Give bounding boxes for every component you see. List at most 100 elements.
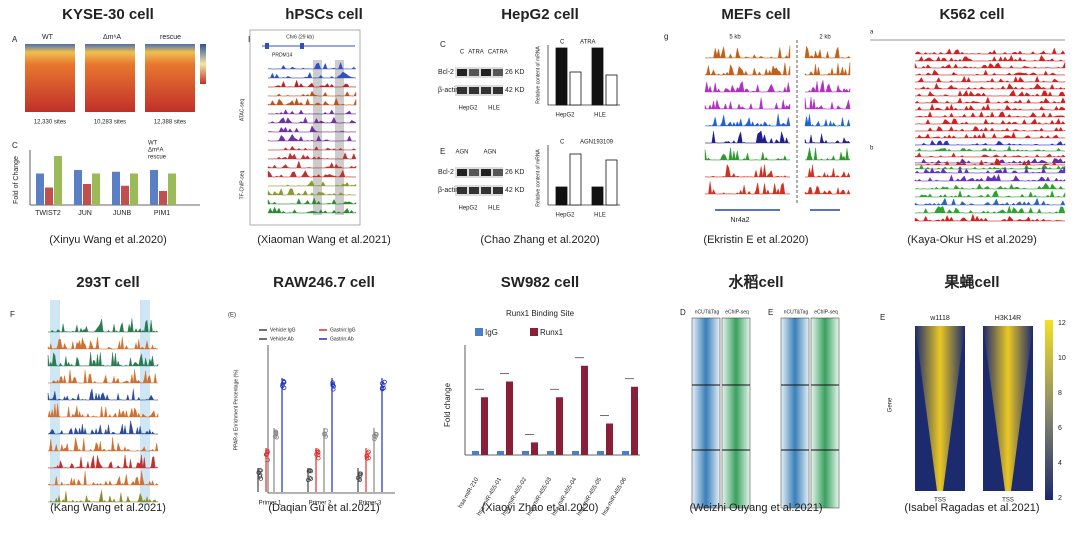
signal-track bbox=[267, 97, 357, 106]
blot-band bbox=[469, 187, 479, 194]
bar-decor bbox=[150, 170, 158, 205]
signal-track bbox=[267, 133, 356, 142]
signal-track bbox=[914, 213, 1065, 222]
panel-label: rescue bbox=[148, 155, 167, 161]
signal-track bbox=[804, 114, 851, 127]
bar-decor bbox=[555, 186, 568, 206]
signal-track bbox=[804, 96, 851, 110]
panel-label: w1118 bbox=[929, 315, 950, 322]
panel-label: β-actin bbox=[438, 187, 459, 194]
panel-label: 26 KD bbox=[505, 69, 524, 76]
bar-decor bbox=[506, 381, 513, 455]
panel-label: H3K14R bbox=[995, 315, 1021, 322]
panel-label: HLE bbox=[488, 106, 500, 112]
signal-track bbox=[704, 113, 791, 127]
signal-track bbox=[914, 164, 1066, 170]
dot-decor bbox=[364, 456, 370, 461]
signal-track bbox=[914, 158, 1066, 166]
heatmap bbox=[691, 317, 721, 509]
signal-track bbox=[267, 125, 357, 133]
panel-label: g bbox=[664, 32, 668, 41]
panel-label: 4 bbox=[1058, 460, 1062, 467]
bar-decor bbox=[606, 423, 613, 455]
signal-track bbox=[267, 160, 357, 169]
dot-decor bbox=[323, 428, 329, 433]
panel-label: 42 KD bbox=[505, 87, 524, 94]
heatmap bbox=[810, 317, 840, 509]
panel-label: 12,388 sites bbox=[154, 120, 186, 126]
bar-decor bbox=[569, 71, 582, 106]
panel-label: HLE bbox=[594, 113, 606, 119]
bar-decor bbox=[569, 153, 582, 206]
panel-title: KYSE-30 cell bbox=[62, 6, 154, 23]
panel-label: AGN bbox=[483, 150, 496, 156]
signal-track bbox=[914, 145, 1066, 152]
panel-label: C bbox=[460, 50, 465, 56]
panel-label: HepG2 bbox=[555, 113, 575, 119]
dot-decor bbox=[330, 383, 335, 388]
bar-decor bbox=[555, 47, 568, 106]
panel-label: A bbox=[12, 35, 18, 44]
colorbar bbox=[200, 44, 206, 84]
signal-track bbox=[48, 490, 159, 503]
panel-title: 293T cell bbox=[76, 274, 139, 291]
bar-decor bbox=[497, 451, 504, 455]
bar-decor bbox=[591, 186, 604, 206]
panel-label: Chr6 (29 kb) bbox=[286, 34, 314, 40]
signal-track bbox=[804, 147, 851, 161]
signal-track bbox=[267, 61, 357, 70]
signal-track bbox=[914, 111, 1066, 118]
panel-label: Relative content of mRNA bbox=[535, 46, 541, 104]
signal-track bbox=[805, 164, 851, 178]
blot-band bbox=[481, 169, 491, 176]
panel-label: Gastrin:Ab bbox=[330, 336, 354, 342]
dot-decor bbox=[322, 432, 327, 437]
panel-label: AGN bbox=[455, 150, 468, 156]
citation: (Kaya-Okur HS et al.2029) bbox=[907, 234, 1037, 246]
panel-label: 2 kb bbox=[819, 35, 831, 41]
signal-track bbox=[914, 69, 1066, 76]
exon bbox=[265, 43, 269, 49]
signal-track bbox=[704, 130, 790, 144]
highlight bbox=[313, 60, 322, 215]
heatmap bbox=[983, 326, 1033, 491]
heatmap bbox=[721, 317, 751, 509]
signal-track bbox=[268, 145, 357, 151]
blot-band bbox=[457, 69, 467, 76]
panel-title: HepG2 cell bbox=[501, 6, 579, 23]
panel-label: Δm⁶A bbox=[103, 34, 121, 41]
signal-track bbox=[47, 454, 159, 469]
bar-decor bbox=[591, 47, 604, 106]
panel-title: SW982 cell bbox=[501, 274, 579, 291]
panel-label: Relative content of mRNA bbox=[535, 149, 541, 207]
panel-label: HLE bbox=[488, 206, 500, 212]
panel-label: ATRA bbox=[580, 40, 596, 46]
panel-label: Fold change bbox=[443, 382, 452, 427]
dot-decor bbox=[308, 476, 314, 481]
signal-track bbox=[47, 352, 159, 367]
signal-track bbox=[47, 403, 159, 418]
signal-track bbox=[267, 169, 356, 178]
bar-decor bbox=[112, 171, 120, 205]
bar-decor bbox=[605, 74, 618, 106]
signal-track bbox=[47, 471, 159, 486]
panel-label: Gene bbox=[888, 397, 894, 412]
bar-decor bbox=[159, 191, 167, 205]
signal-track bbox=[704, 163, 790, 178]
bar-decor bbox=[631, 386, 638, 455]
signal-track bbox=[914, 152, 1066, 158]
signal-track bbox=[47, 437, 159, 452]
panel-label: PRDM14 bbox=[272, 52, 293, 58]
signal-track bbox=[267, 197, 357, 205]
panel-label: Bcl-2 bbox=[438, 69, 454, 76]
panel-label: C bbox=[488, 50, 493, 56]
panel-label: eChIP-seq bbox=[814, 309, 838, 315]
bar-decor bbox=[92, 173, 100, 205]
panel-label: Runx1 Binding Site bbox=[506, 309, 575, 318]
bar-decor bbox=[472, 451, 479, 455]
panel-label: E bbox=[768, 308, 773, 317]
panel-title: K562 cell bbox=[939, 6, 1004, 23]
signal-track bbox=[915, 126, 1066, 132]
dot-decor bbox=[366, 449, 371, 455]
